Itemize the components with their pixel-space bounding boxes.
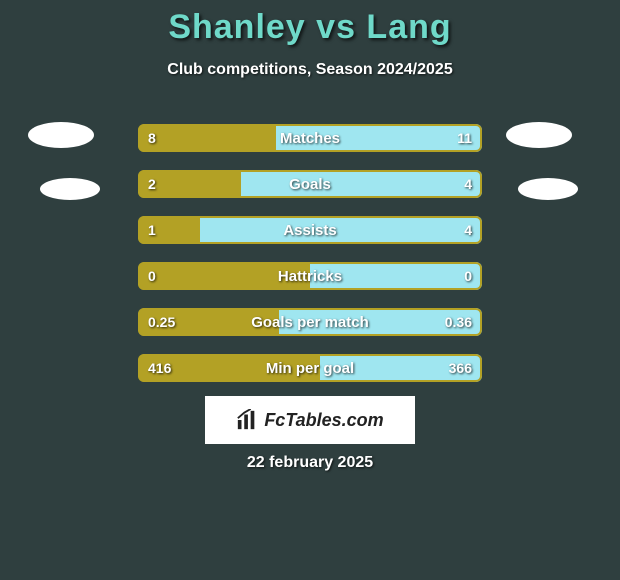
bar-value-left: 0 bbox=[148, 262, 156, 290]
bar-label: Goals per match bbox=[138, 308, 482, 336]
bar-value-left: 416 bbox=[148, 354, 171, 382]
bar-row: Assists1 4 bbox=[138, 216, 482, 244]
bar-value-right: 4 bbox=[464, 216, 472, 244]
bar-value-right: 0.36 bbox=[445, 308, 472, 336]
logo-box: FcTables.com bbox=[205, 396, 415, 444]
bar-value-right: 366 bbox=[449, 354, 472, 382]
bars-container: Matches811Goals24Assists14Hattricks00Goa… bbox=[138, 124, 482, 400]
comparison-canvas: Shanley vs Lang Club competitions, Seaso… bbox=[0, 0, 620, 580]
avatar-left-2 bbox=[40, 178, 100, 200]
logo-text: FcTables.com bbox=[264, 410, 383, 431]
bar-label: Hattricks bbox=[138, 262, 482, 290]
bar-label: Assists bbox=[138, 216, 482, 244]
bar-value-left: 0.25 bbox=[148, 308, 175, 336]
bar-row: Hattricks0 0 bbox=[138, 262, 482, 290]
chart-icon bbox=[236, 409, 258, 431]
bar-value-left: 2 bbox=[148, 170, 156, 198]
bar-label: Min per goal bbox=[138, 354, 482, 382]
bar-value-right: 0 bbox=[464, 262, 472, 290]
avatar-right-1 bbox=[506, 122, 572, 148]
bar-row: Goals2 4 bbox=[138, 170, 482, 198]
avatar-right-2 bbox=[518, 178, 578, 200]
bar-row: Min per goal416 366 bbox=[138, 354, 482, 382]
page-subtitle: Club competitions, Season 2024/2025 bbox=[0, 61, 620, 79]
bar-row: Goals per match0.25 0.36 bbox=[138, 308, 482, 336]
bar-value-left: 8 bbox=[148, 124, 156, 152]
avatar-left-1 bbox=[28, 122, 94, 148]
date-text: 22 february 2025 bbox=[0, 454, 620, 472]
bar-label: Goals bbox=[138, 170, 482, 198]
page-title: Shanley vs Lang bbox=[0, 0, 620, 47]
bar-value-right: 4 bbox=[464, 170, 472, 198]
bar-value-right: 11 bbox=[457, 124, 472, 152]
bar-value-left: 1 bbox=[148, 216, 156, 244]
bar-label: Matches bbox=[138, 124, 482, 152]
bar-row: Matches8 11 bbox=[138, 124, 482, 152]
